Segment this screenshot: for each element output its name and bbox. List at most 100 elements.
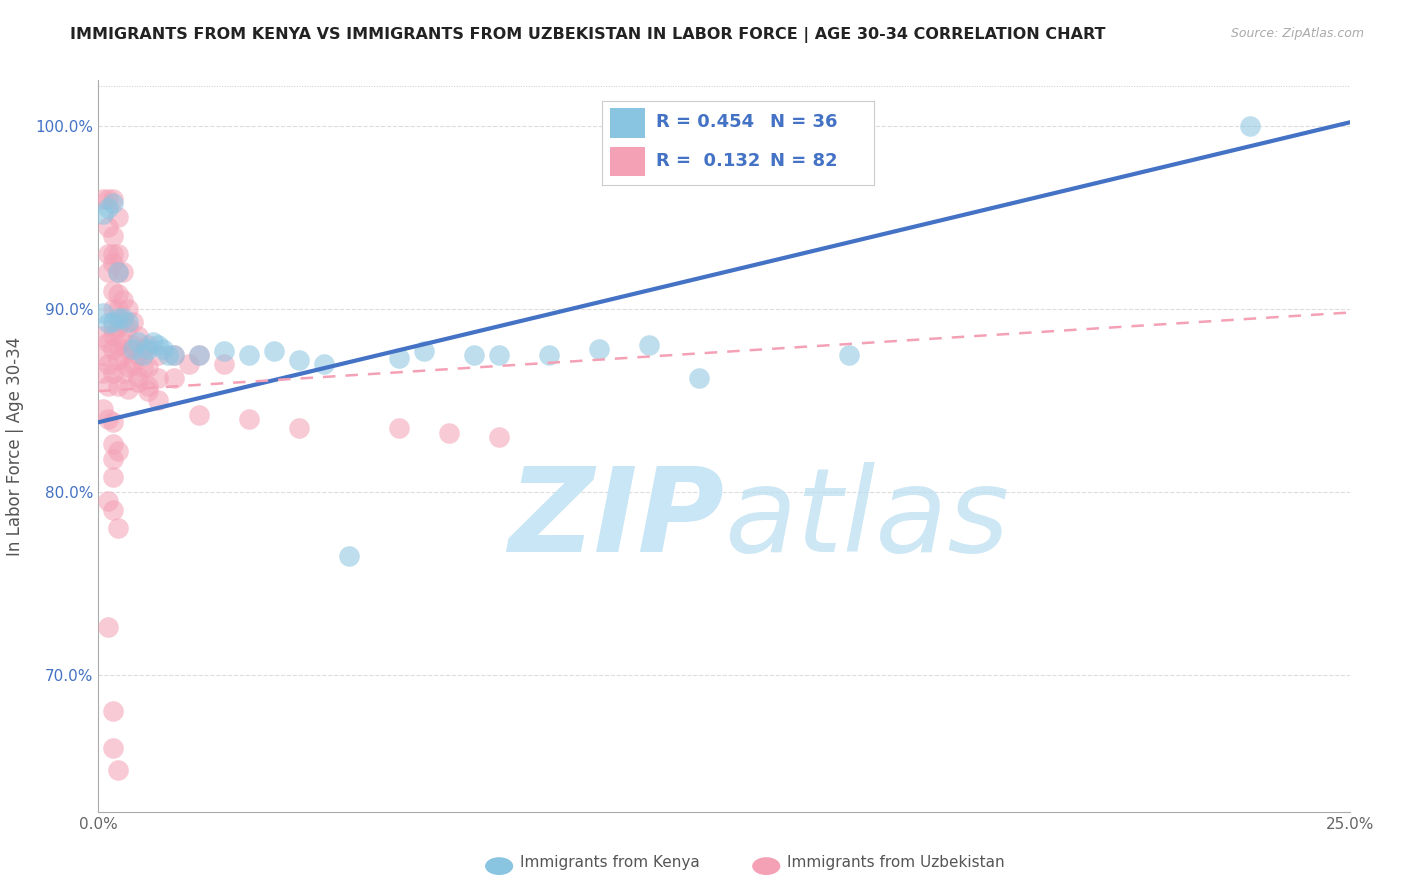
Point: [93, 402, 115, 417]
Point: [117, 360, 139, 375]
Text: Source: ZipAtlas.com: Source: ZipAtlas.com: [1230, 27, 1364, 40]
Point: [107, 265, 129, 279]
Point: [187, 347, 209, 362]
Text: Immigrants from Kenya: Immigrants from Kenya: [520, 855, 700, 870]
Point: [112, 334, 135, 349]
Point: [132, 342, 155, 356]
Point: [488, 430, 510, 444]
Point: [157, 347, 180, 362]
Point: [103, 228, 125, 243]
Point: [107, 320, 129, 334]
Text: IMMIGRANTS FROM KENYA VS IMMIGRANTS FROM UZBEKISTAN IN LABOR FORCE | AGE 30-34 C: IMMIGRANTS FROM KENYA VS IMMIGRANTS FROM…: [70, 27, 1105, 43]
Point: [97, 357, 120, 371]
Point: [388, 351, 411, 366]
Point: [187, 347, 209, 362]
Point: [103, 740, 125, 755]
Point: [287, 353, 309, 368]
Point: [162, 347, 184, 362]
Point: [688, 371, 710, 385]
Point: [838, 347, 860, 362]
Point: [1239, 119, 1261, 133]
Text: Immigrants from Uzbekistan: Immigrants from Uzbekistan: [787, 855, 1005, 870]
Point: [177, 357, 200, 371]
Point: [117, 320, 139, 334]
Point: [97, 317, 120, 331]
Point: [107, 444, 129, 458]
Point: [112, 366, 135, 380]
Point: [122, 338, 145, 352]
Point: [138, 384, 160, 399]
Point: [112, 310, 135, 325]
Point: [162, 347, 184, 362]
Point: [152, 342, 174, 356]
Point: [103, 503, 125, 517]
Point: [97, 378, 120, 392]
Point: [103, 704, 125, 718]
Point: [107, 301, 129, 316]
Point: [107, 353, 129, 368]
Point: [97, 265, 120, 279]
Point: [138, 342, 160, 356]
Point: [103, 366, 125, 380]
Point: [112, 315, 135, 329]
Point: [97, 493, 120, 508]
Point: [488, 347, 510, 362]
Point: [103, 301, 125, 316]
Point: [117, 301, 139, 316]
Point: [107, 763, 129, 777]
Point: [337, 549, 360, 563]
Point: [148, 371, 170, 385]
Point: [122, 357, 145, 371]
Point: [97, 247, 120, 261]
Point: [107, 521, 129, 535]
Point: [103, 342, 125, 356]
Point: [142, 334, 165, 349]
Point: [97, 219, 120, 234]
Point: [103, 451, 125, 466]
Point: [103, 192, 125, 206]
Point: [97, 411, 120, 425]
Point: [117, 342, 139, 356]
Point: [93, 366, 115, 380]
Point: [187, 408, 209, 422]
Point: [122, 342, 145, 356]
Point: [588, 342, 610, 356]
Point: [93, 192, 115, 206]
Point: [537, 347, 560, 362]
Point: [127, 375, 149, 389]
Text: R = 0.454: R = 0.454: [657, 113, 754, 131]
Point: [132, 347, 155, 362]
Point: [103, 437, 125, 451]
Point: [107, 310, 129, 325]
Point: [162, 371, 184, 385]
Point: [93, 347, 115, 362]
Point: [103, 284, 125, 298]
Point: [287, 420, 309, 434]
Point: [148, 347, 170, 362]
Point: [103, 247, 125, 261]
Point: [112, 265, 135, 279]
Point: [263, 343, 285, 358]
Point: [93, 305, 115, 319]
Point: [127, 369, 149, 384]
Point: [138, 338, 160, 352]
Point: [112, 347, 135, 362]
Point: [388, 420, 411, 434]
Point: [148, 393, 170, 408]
Point: [127, 347, 149, 362]
Text: N = 82: N = 82: [770, 153, 838, 170]
Point: [148, 338, 170, 352]
Point: [138, 378, 160, 392]
Point: [122, 315, 145, 329]
Point: [103, 256, 125, 270]
Text: R =  0.132: R = 0.132: [657, 153, 761, 170]
Point: [107, 378, 129, 392]
Point: [103, 195, 125, 210]
Text: ZIP: ZIP: [508, 462, 724, 576]
Point: [103, 329, 125, 343]
Point: [107, 287, 129, 301]
Y-axis label: In Labor Force | Age 30-34: In Labor Force | Age 30-34: [7, 336, 24, 556]
Point: [437, 426, 460, 441]
Point: [107, 338, 129, 352]
Point: [212, 357, 235, 371]
